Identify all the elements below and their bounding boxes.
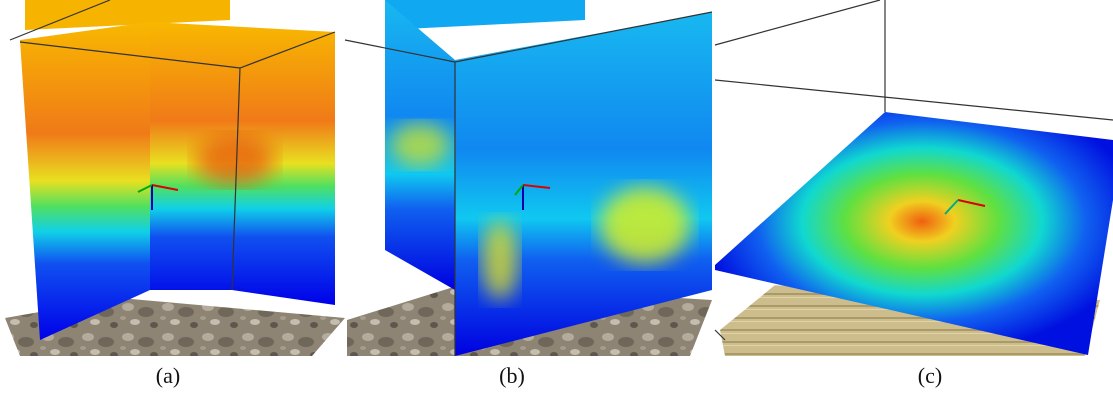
- hotspot: [482, 220, 518, 300]
- hotspot: [195, 135, 275, 185]
- axis-y: [514, 184, 524, 196]
- field-plane: [20, 22, 150, 340]
- axis-x: [522, 184, 551, 189]
- axis-y: [137, 184, 153, 193]
- axis-x: [957, 199, 986, 207]
- box-edge: [714, 0, 881, 46]
- box-edge: [714, 79, 1113, 121]
- caption: (b): [499, 363, 525, 388]
- hotspot: [600, 187, 690, 263]
- caption: (a): [156, 363, 180, 388]
- box-edge: [231, 67, 241, 291]
- box-edge: [714, 329, 726, 341]
- axis-x: [151, 184, 179, 191]
- axis-y: [944, 199, 959, 215]
- back-plane: [385, 0, 585, 30]
- panel-c: (c): [714, 0, 1113, 388]
- back-plane: [25, 0, 230, 30]
- field-plane: [715, 112, 1113, 355]
- panel-b: (b): [344, 0, 713, 388]
- caption: (c): [918, 363, 942, 388]
- field-plane: [455, 12, 712, 356]
- hotspot: [390, 123, 450, 167]
- box-edge: [9, 0, 111, 41]
- panel-a: (a): [5, 0, 345, 388]
